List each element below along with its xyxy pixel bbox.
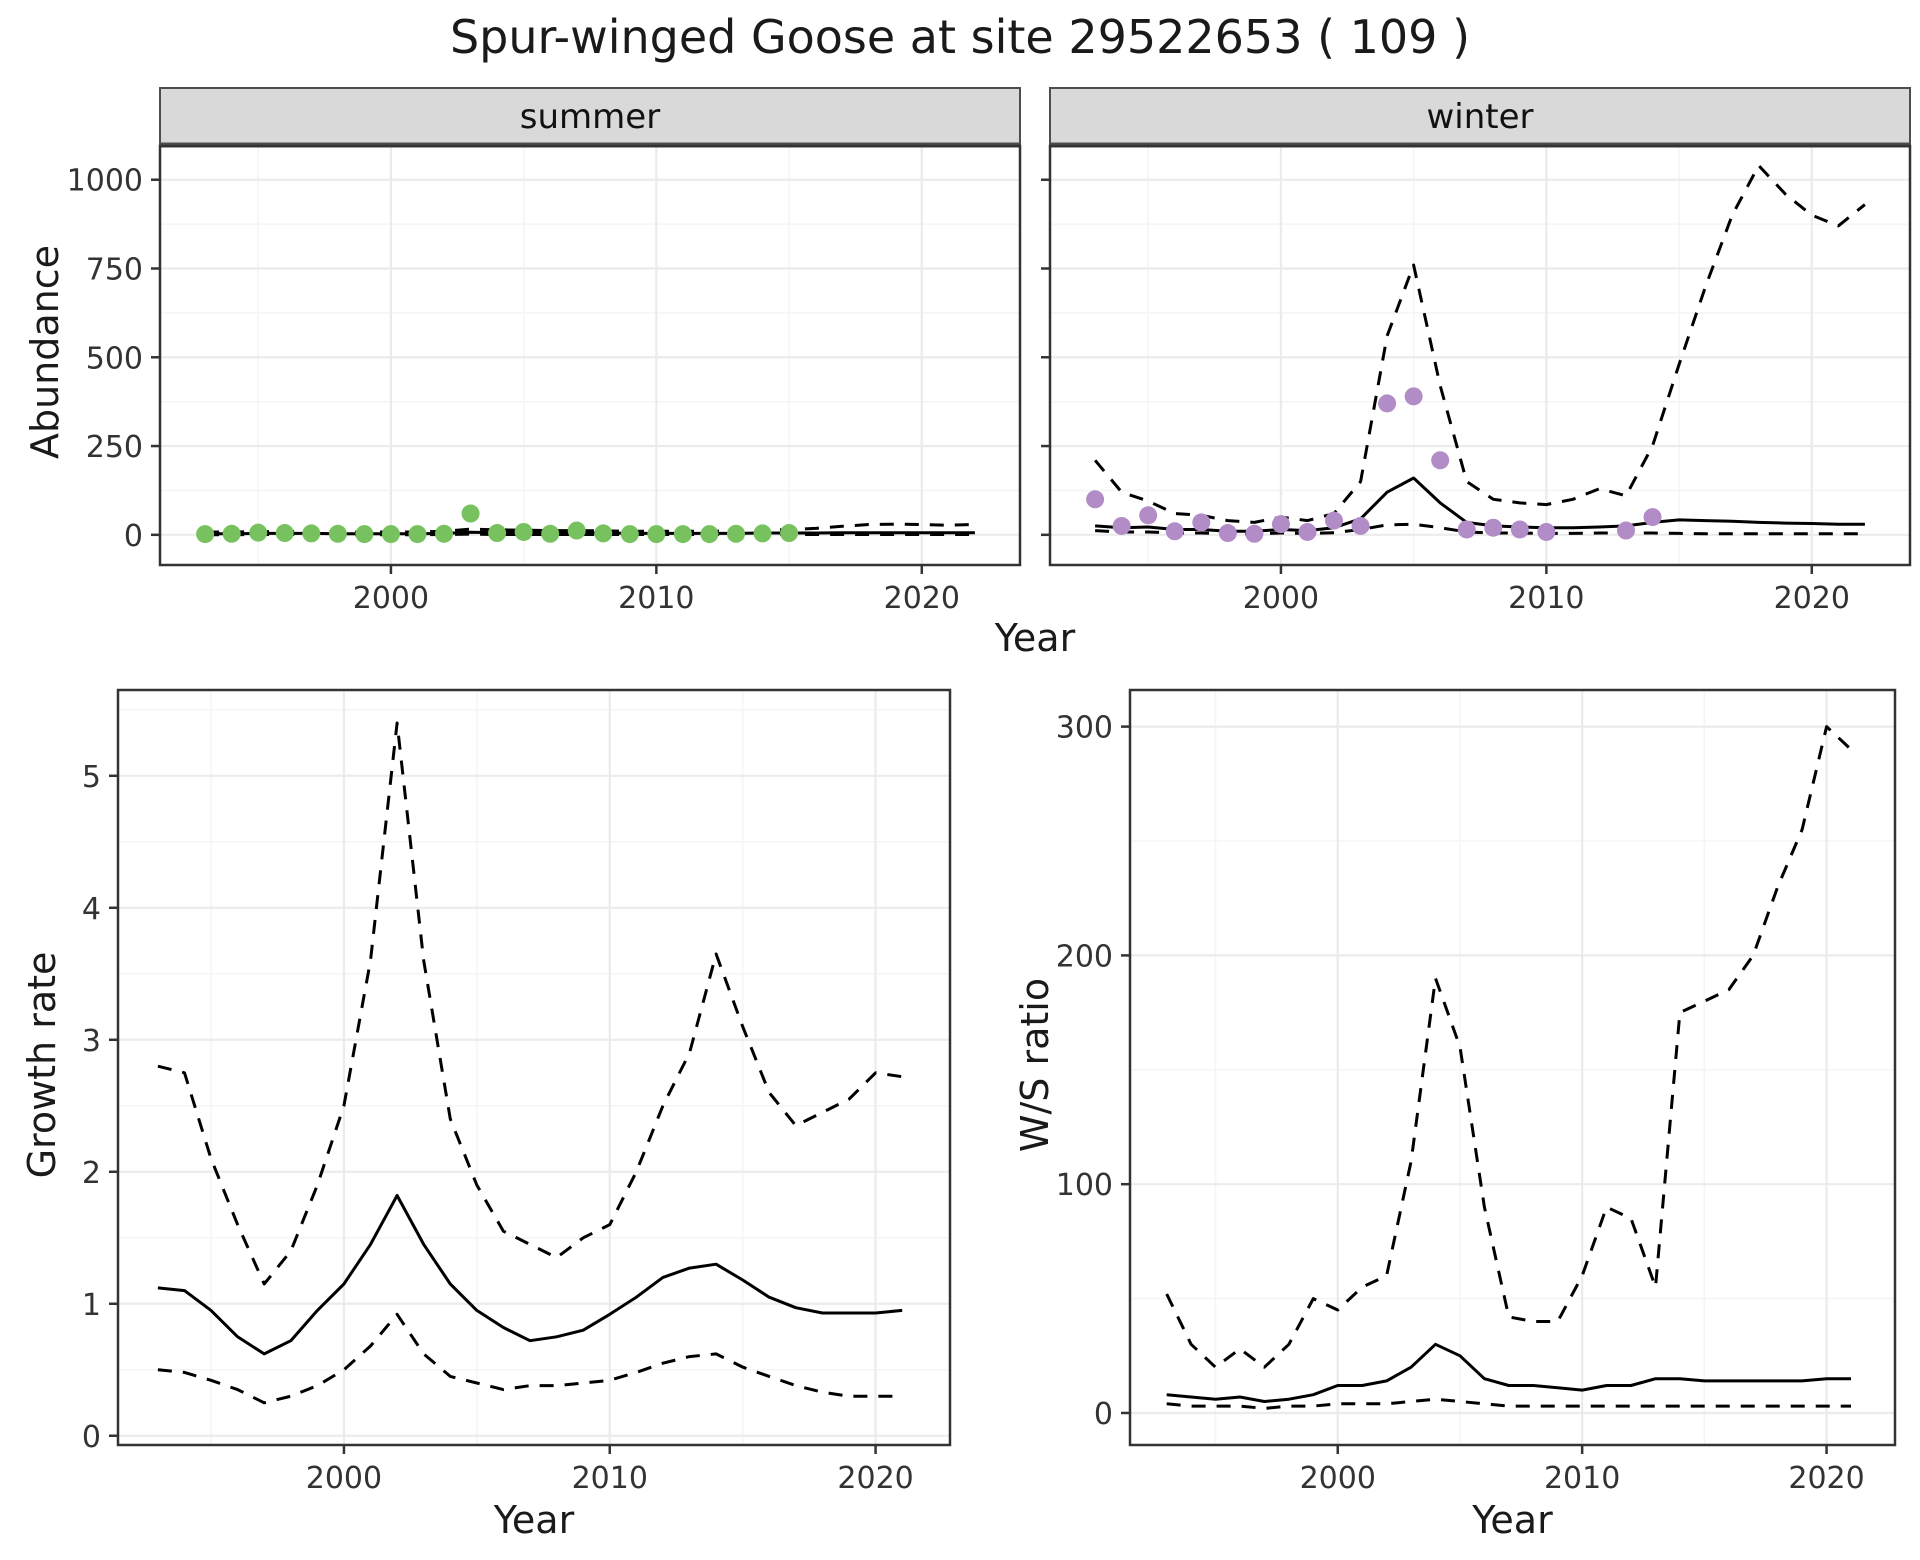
svg-text:2020: 2020	[837, 1461, 913, 1496]
svg-text:2000: 2000	[353, 581, 429, 616]
facet-label-winter: winter	[1426, 97, 1534, 137]
svg-text:2000: 2000	[306, 1461, 382, 1496]
svg-text:0: 0	[82, 1420, 101, 1455]
svg-text:2010: 2010	[618, 581, 694, 616]
svg-text:5: 5	[82, 760, 101, 795]
svg-text:0: 0	[1094, 1397, 1113, 1432]
y-axis-title-growth-rate: Growth rate	[20, 951, 64, 1179]
svg-text:500: 500	[86, 341, 143, 376]
svg-text:300: 300	[1056, 711, 1113, 746]
svg-text:1: 1	[82, 1288, 101, 1323]
svg-text:2020: 2020	[1788, 1461, 1864, 1496]
y-axis-title-abundance: Abundance	[23, 244, 67, 460]
x-axis-title-top: Year	[994, 616, 1076, 660]
svg-text:2: 2	[82, 1156, 101, 1191]
svg-text:1000: 1000	[67, 164, 143, 199]
x-axis-title-growth: Year	[493, 1498, 575, 1542]
svg-text:100: 100	[1056, 1168, 1113, 1203]
svg-text:2010: 2010	[572, 1461, 648, 1496]
svg-text:3: 3	[82, 1024, 101, 1059]
svg-text:2020: 2020	[1774, 581, 1850, 616]
svg-text:0: 0	[124, 519, 143, 554]
svg-text:750: 750	[86, 253, 143, 288]
y-axis-title-ws-ratio: W/S ratio	[1013, 977, 1057, 1153]
svg-text:4: 4	[82, 892, 101, 927]
svg-text:250: 250	[86, 430, 143, 465]
x-axis-title-ratio: Year	[1472, 1498, 1553, 1542]
svg-text:2000: 2000	[1243, 581, 1319, 616]
facet-label-summer: summer	[519, 97, 661, 137]
svg-text:2000: 2000	[1300, 1461, 1376, 1496]
chart-title: Spur-winged Goose at site 29522653 ( 109…	[449, 10, 1471, 64]
svg-text:2010: 2010	[1508, 581, 1584, 616]
svg-text:2020: 2020	[884, 581, 960, 616]
svg-text:200: 200	[1056, 939, 1113, 974]
svg-text:2010: 2010	[1544, 1461, 1620, 1496]
